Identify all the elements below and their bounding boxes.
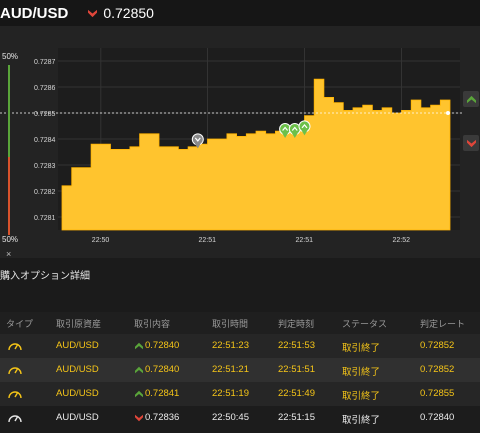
col-judge-time: 判定時刻: [278, 319, 315, 329]
row-asset: AUD/USD: [56, 340, 99, 351]
gauge-icon: [8, 391, 22, 399]
buy-high-marker: [288, 123, 301, 138]
col-judge-rate: 判定レート: [420, 319, 466, 329]
high-button[interactable]: [463, 91, 479, 107]
col-trade-time: 取引時間: [212, 319, 249, 329]
chart-panel: 0.7287 0.7286 0.7285 0.7284 0.7283 0.7282 0.72…: [0, 26, 480, 259]
row-judge-rate: 0.72852: [420, 364, 455, 375]
table-row[interactable]: AUD/USD 0.72836 22:50:45 22:51:15 取引終了 0…: [0, 406, 480, 430]
down-arrow-icon: [88, 9, 98, 17]
row-asset: AUD/USD: [56, 412, 99, 423]
current-rate-dot: [446, 111, 450, 115]
row-status: 取引終了: [342, 415, 381, 426]
row-trade-time: 22:50:45: [212, 412, 249, 423]
row-judge-time: 22:51:53: [278, 340, 315, 351]
currency-pair: AUD/USD: [0, 4, 69, 22]
table-row[interactable]: AUD/USD 0.72840 22:51:23 22:51:53 取引終了 0…: [0, 334, 480, 358]
table-row[interactable]: AUD/USD 0.72840 22:51:21 22:51:51 取引終了 0…: [0, 358, 480, 382]
row-trade-time: 22:51:19: [212, 388, 249, 399]
gauge-icon: [8, 367, 22, 375]
current-rate: 0.72850: [103, 5, 154, 21]
gauge-icon: [8, 415, 22, 423]
row-rate: 0.72840: [145, 340, 180, 351]
row-judge-rate: 0.72852: [420, 340, 455, 351]
row-status: 取引終了: [342, 343, 381, 354]
y-tick-label: 0.7284: [34, 137, 56, 144]
y-tick-label: 0.7286: [34, 85, 56, 92]
col-trade-content: 取引内容: [134, 319, 171, 329]
up-arrow-icon: [466, 95, 476, 103]
row-judge-time: 22:51:51: [278, 364, 315, 375]
up-arrow-icon: [135, 342, 143, 350]
purchase-details-section: 購入オプション詳細: [0, 258, 480, 290]
x-tick-label: 22:50: [92, 237, 110, 244]
y-tick-label: 0.7283: [34, 163, 56, 170]
price-chart[interactable]: 0.7287 0.7286 0.7285 0.7284 0.7283 0.7282 0.72…: [0, 26, 480, 258]
price-area: [61, 78, 451, 231]
col-type: タイプ: [6, 319, 34, 329]
gauge-top-percent: 50%: [2, 52, 19, 61]
sentiment-gauge: 50% 50% ×: [0, 52, 20, 264]
buy-high-marker: [298, 120, 311, 136]
section-title: 購入オプション詳細: [0, 271, 90, 282]
col-status: ステータス: [342, 319, 388, 329]
gauge-up-bar: [8, 65, 10, 157]
y-tick-label: 0.7287: [34, 59, 56, 66]
row-asset: AUD/USD: [56, 388, 99, 399]
gauge-icon: [8, 343, 22, 351]
down-arrow-icon: [466, 139, 476, 147]
row-rate: 0.72841: [145, 388, 180, 399]
x-tick-label: 22:51: [296, 237, 314, 244]
row-judge-time: 22:51:15: [278, 412, 315, 423]
current-rate-display: 0.72850: [88, 5, 154, 21]
row-trade-time: 22:51:23: [212, 340, 249, 351]
row-status: 取引終了: [342, 391, 381, 402]
gauge-bottom-percent: 50%: [2, 235, 19, 244]
row-judge-rate: 0.72855: [420, 388, 455, 399]
up-arrow-icon: [135, 366, 143, 374]
row-asset: AUD/USD: [56, 364, 99, 375]
y-tick-label: 0.7285: [34, 111, 56, 118]
row-status: 取引終了: [342, 367, 381, 378]
x-tick-label: 22:52: [393, 237, 411, 244]
row-trade-time: 22:51:21: [212, 364, 249, 375]
low-button[interactable]: [463, 135, 479, 151]
row-judge-time: 22:51:49: [278, 388, 315, 399]
row-rate: 0.72840: [145, 364, 180, 375]
header-bar: AUD/USD 0.72850: [0, 0, 480, 26]
row-rate: 0.72836: [145, 412, 180, 423]
gauge-close-icon[interactable]: ×: [6, 249, 12, 259]
gauge-down-bar: [8, 157, 10, 235]
x-tick-label: 22:51: [199, 237, 217, 244]
y-tick-label: 0.7281: [34, 215, 56, 222]
up-arrow-icon: [135, 390, 143, 398]
row-judge-rate: 0.72840: [420, 412, 455, 423]
down-arrow-icon: [135, 414, 143, 422]
buy-low-marker: [191, 133, 204, 149]
col-asset: 取引原資産: [56, 319, 102, 329]
table-header: タイプ 取引原資産 取引内容 取引時間 判定時刻 ステータス 判定レート: [0, 312, 480, 334]
y-tick-label: 0.7282: [34, 189, 56, 196]
table-row[interactable]: AUD/USD 0.72841 22:51:19 22:51:49 取引終了 0…: [0, 382, 480, 406]
